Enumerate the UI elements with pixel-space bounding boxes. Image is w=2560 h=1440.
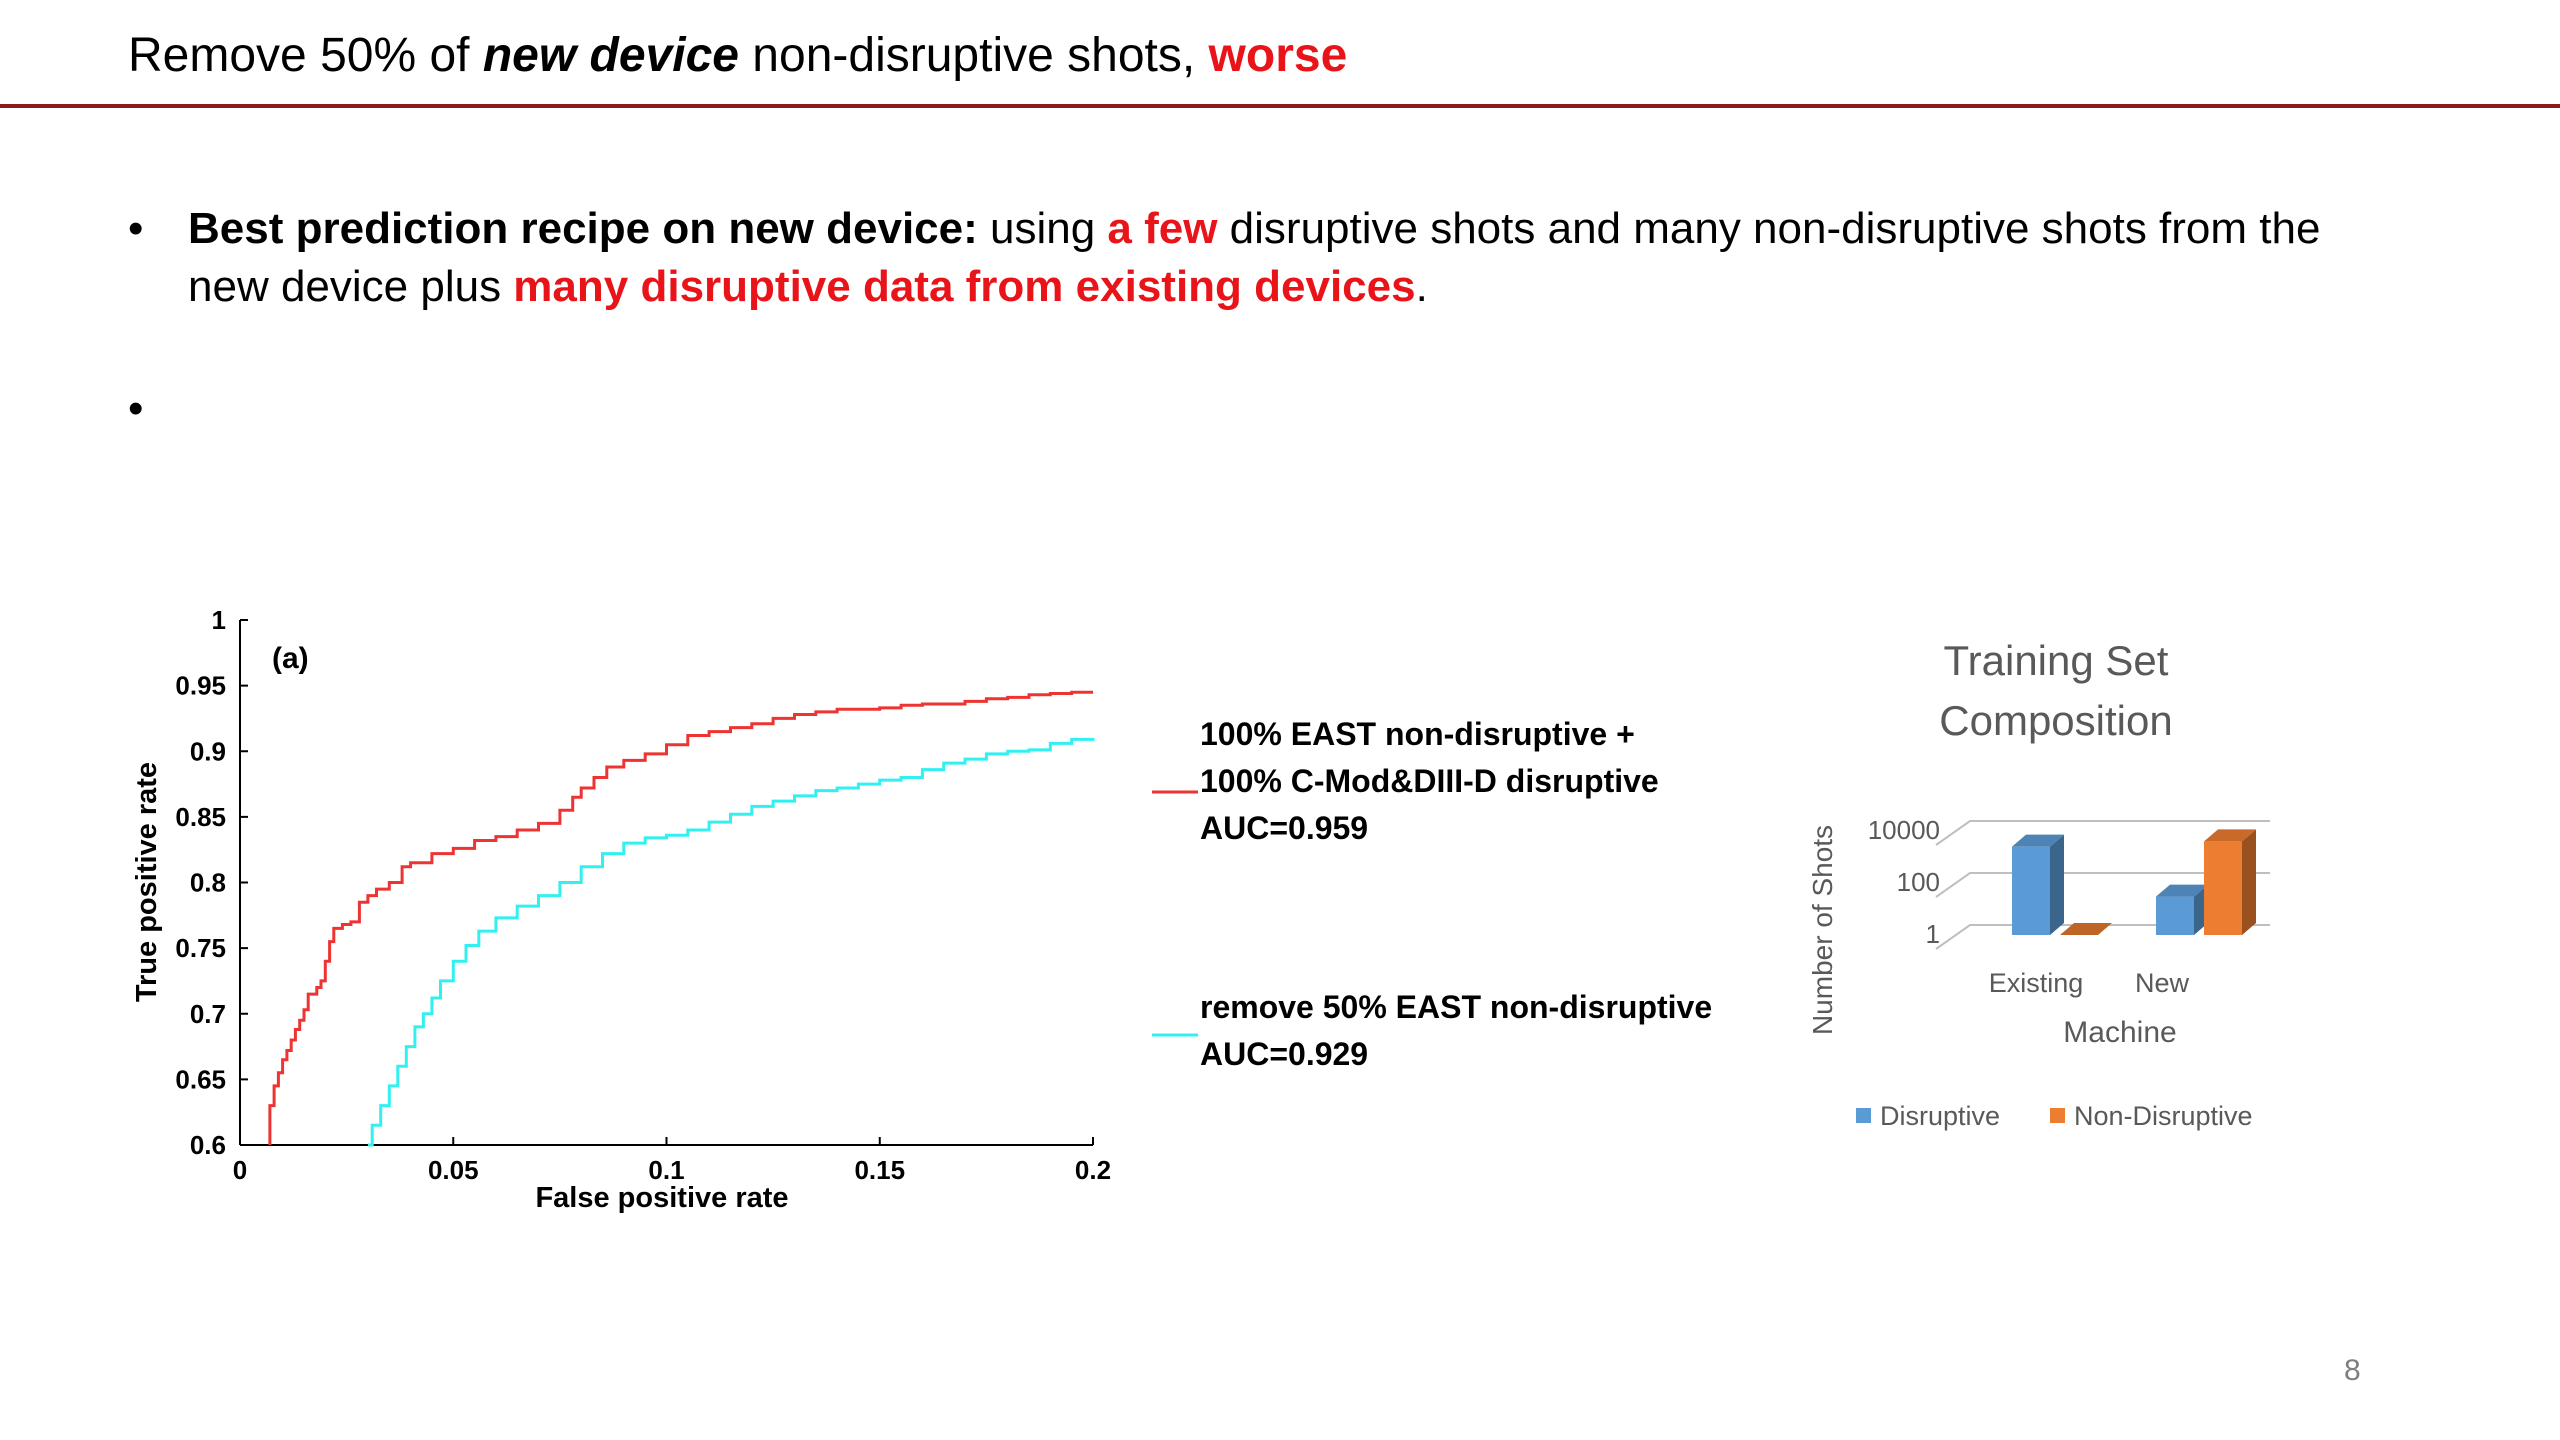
y-axis-label: True positive rate [131,762,163,1002]
bar-x-axis-label: Machine [2063,1016,2176,1049]
panel-label: (a) [272,642,309,675]
y-tick-label: 0.65 [175,1064,226,1094]
bar-category-label: Existing [1989,968,2084,998]
bar-y-tick-label: 1 [1926,919,1940,949]
roc-series-line-2 [367,737,1095,1147]
bar-title-line2: Composition [1939,697,2172,744]
bar-legend-swatch [1856,1108,1871,1123]
bullet-empty: • [128,380,143,438]
legend-text: AUC=0.929 [1200,1036,1368,1072]
page-number: 8 [2344,1354,2361,1387]
title-part2: non-disruptive shots, [738,29,1209,82]
legend-text: 100% EAST non-disruptive + [1200,716,1635,752]
title-rule [0,104,2560,108]
roc-chart: 0 0.05 0.1 0.15 0.2 0.6 0.65 0.7 0.75 0.8 0.85 0.9 0… [131,605,1712,1214]
legend-text: 100% C-Mod&DIII-D disruptive [1200,763,1659,799]
bar-new-non-disruptive [2204,829,2256,935]
bar-chart: Training Set Composition 10000 100 1 Exist… [1807,637,2270,1131]
bar-title-line1: Training Set [1944,637,2169,684]
bar-new-disruptive [2156,884,2208,935]
bar-existing-disruptive [2012,834,2064,935]
bar-gridline [1935,820,2270,846]
x-tick-label: 0 [233,1155,247,1185]
y-tick-label: 0.75 [175,933,226,963]
bullet-text3: . [1415,262,1428,311]
slide-title: Remove 50% of new device non-disruptive … [128,20,1347,92]
y-tick-label: 0.8 [190,868,226,898]
legend-text: remove 50% EAST non-disruptive [1200,989,1712,1025]
x-tick-label: 0.15 [854,1155,905,1185]
bar-category-label: New [2135,968,2190,998]
x-tick-label: 0.1 [648,1155,684,1185]
bar-y-tick-label: 10000 [1868,815,1940,845]
bullet-red2: many disruptive data from existing devic… [513,262,1416,311]
bullet-text1: using [977,204,1108,253]
bar-existing-non-disruptive [2060,923,2112,935]
bullet-area: • Best prediction recipe on new device: u… [128,200,2328,316]
bullet-dot: • [128,204,144,253]
roc-axes [239,620,1093,1146]
bullet-dot: • [128,384,144,433]
x-tick-label: 0.05 [428,1155,479,1185]
bullet-text2: disruptive shots and many non-disruptive… [188,204,2321,311]
y-tick-label: 0.85 [175,802,226,832]
bar-y-axis-label: Number of Shots [1807,825,1838,1035]
y-tick-label: 0.95 [175,671,226,701]
y-tick-label: 0.6 [190,1130,226,1160]
bar-gridline [1935,872,2270,898]
roc-series-line-1 [268,690,1093,1145]
y-tick-label: 1 [212,605,226,635]
bar-legend-label: Non-Disruptive [2074,1101,2253,1131]
legend-text: AUC=0.959 [1200,810,1368,846]
y-tick-label: 0.7 [190,999,226,1029]
bar-y-tick-label: 100 [1897,867,1940,897]
bar-legend-swatch [2050,1108,2065,1123]
x-axis-label: False positive rate [535,1182,788,1214]
bullet-red1: a few [1107,204,1218,253]
bullet-item: • Best prediction recipe on new device: u… [128,200,2328,316]
bullet-bold: Best prediction recipe on new device: [188,204,978,253]
title-worse: worse [1208,29,1348,82]
title-emph: new device [482,29,739,82]
x-tick-label: 0.2 [1075,1155,1111,1185]
bar-legend-label: Disruptive [1880,1101,2000,1131]
title-part1: Remove 50% of [128,29,483,82]
y-tick-label: 0.9 [190,736,226,766]
